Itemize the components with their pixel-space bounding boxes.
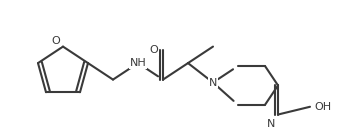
Text: OH: OH — [314, 102, 331, 112]
Text: NH: NH — [130, 58, 146, 68]
Text: O: O — [51, 36, 60, 46]
Text: O: O — [149, 45, 158, 55]
Text: N: N — [267, 119, 275, 129]
Text: N: N — [209, 78, 217, 88]
